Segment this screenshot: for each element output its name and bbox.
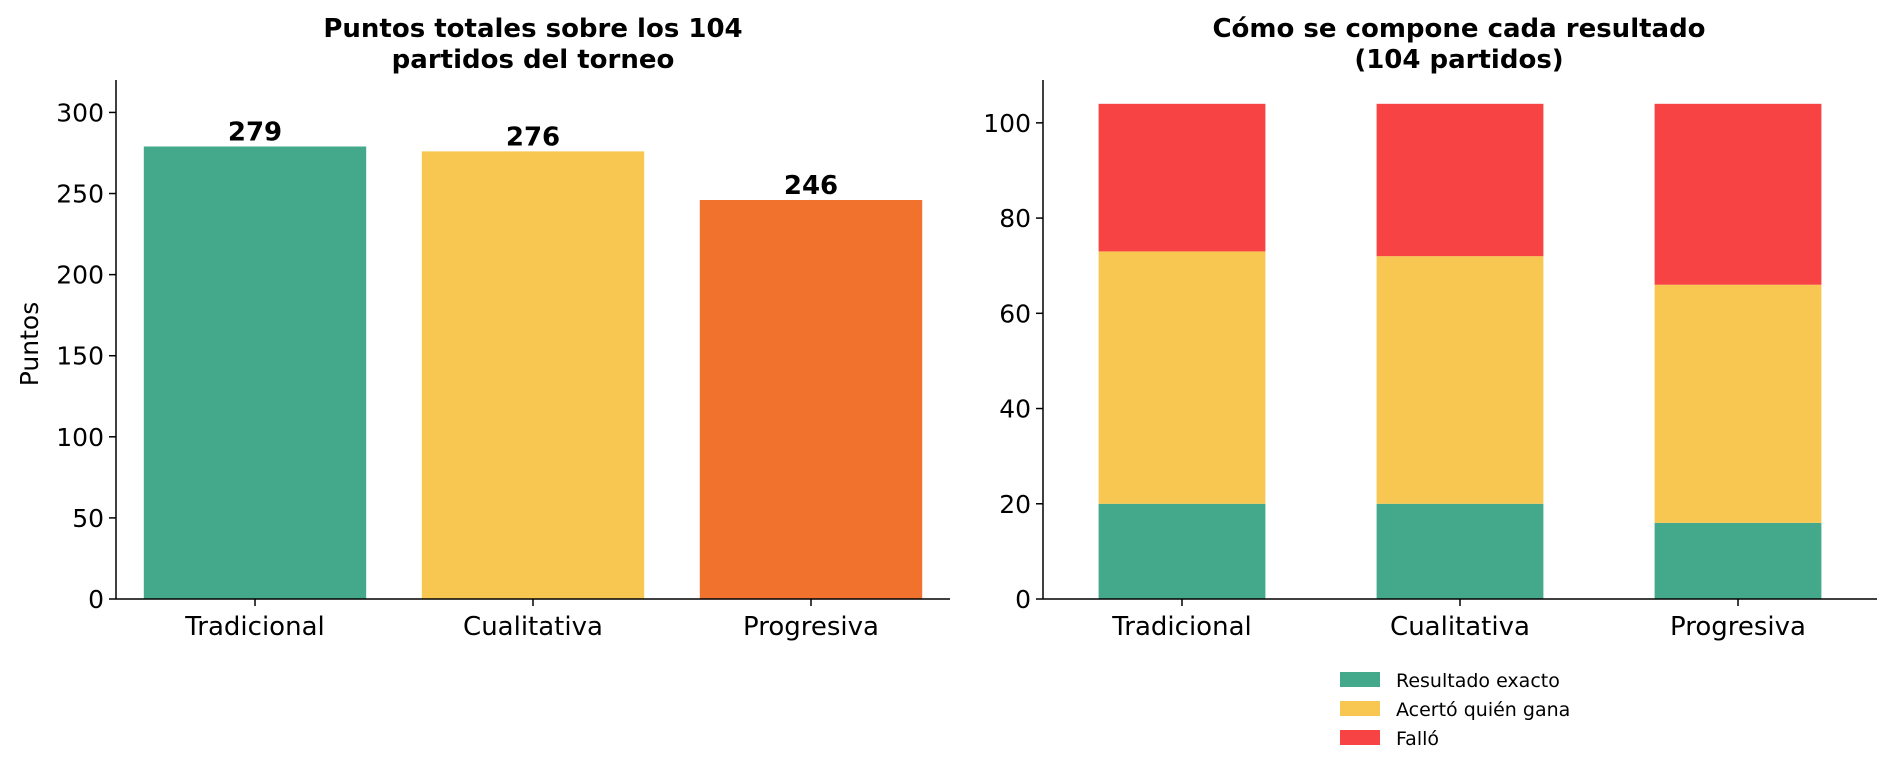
y-tick-label: 50: [72, 504, 104, 533]
y-tick-label: 80: [999, 204, 1031, 233]
right-chart-title-line-1: Cómo se compone cada resultado: [1212, 14, 1705, 44]
left-chart: Puntos totales sobre los 104 partidos de…: [15, 14, 950, 642]
stacked-bar-cualitativa-series-2: [1376, 103, 1544, 257]
y-tick-label: 0: [88, 585, 104, 614]
y-tick-label: 150: [56, 342, 104, 371]
left-y-tick-labels: 0 50 100 150 200 250 300: [56, 98, 104, 614]
stacked-bar-progresiva-series-1: [1654, 284, 1822, 523]
legend-label: Falló: [1396, 728, 1439, 750]
y-tick-label: 20: [999, 490, 1031, 519]
bar-value-label: 276: [506, 122, 560, 152]
legend-swatch: [1340, 730, 1380, 745]
right-axes: [1036, 80, 1877, 606]
stacked-bar-cualitativa-series-1: [1376, 256, 1544, 504]
right-chart-title-line-2: (104 partidos): [1354, 45, 1563, 75]
left-chart-title-line-2: partidos del torneo: [392, 45, 675, 75]
right-x-tick-labels: Tradicional Cualitativa Progresiva: [1111, 612, 1806, 642]
bar-value-label: 246: [784, 171, 838, 201]
y-tick-label: 60: [999, 299, 1031, 328]
left-axes: [109, 80, 950, 606]
bar-tradicional: [143, 146, 367, 599]
legend-swatch: [1340, 672, 1380, 687]
right-bars: [1098, 103, 1822, 599]
x-tick-label: Tradicional: [184, 612, 324, 642]
x-tick-label: Tradicional: [1111, 612, 1251, 642]
left-chart-title-line-1: Puntos totales sobre los 104: [323, 14, 742, 44]
y-tick-label: 100: [983, 109, 1031, 138]
bar-value-label: 279: [228, 117, 282, 147]
y-tick-label: 40: [999, 395, 1031, 424]
y-tick-label: 250: [56, 180, 104, 209]
legend: Resultado exacto Acertó quién gana Falló: [1340, 670, 1570, 750]
stacked-bar-progresiva-series-0: [1654, 522, 1822, 599]
y-tick-label: 100: [56, 423, 104, 452]
left-x-tick-labels: Tradicional Cualitativa Progresiva: [184, 612, 879, 642]
legend-label: Resultado exacto: [1396, 670, 1560, 692]
bar-progresiva: [699, 200, 923, 600]
left-y-axis-label: Puntos: [15, 302, 44, 386]
legend-label: Acertó quién gana: [1396, 699, 1570, 721]
x-tick-label: Cualitativa: [1390, 612, 1530, 642]
y-tick-label: 0: [1015, 585, 1031, 614]
right-y-tick-labels: 0 20 40 60 80 100: [983, 109, 1031, 614]
x-tick-label: Progresiva: [743, 612, 879, 642]
x-tick-label: Cualitativa: [463, 612, 603, 642]
stacked-bar-tradicional-series-1: [1098, 251, 1266, 504]
stacked-bar-tradicional-series-2: [1098, 103, 1266, 252]
x-tick-label: Progresiva: [1670, 612, 1806, 642]
y-tick-label: 300: [56, 98, 104, 127]
stacked-bar-cualitativa-series-0: [1376, 503, 1544, 599]
bar-cualitativa: [421, 151, 645, 600]
left-bars: 279 276 246: [143, 117, 923, 600]
stacked-bar-tradicional-series-0: [1098, 503, 1266, 599]
legend-swatch: [1340, 701, 1380, 716]
stacked-bar-progresiva-series-2: [1654, 103, 1822, 285]
y-tick-label: 200: [56, 261, 104, 290]
right-chart: Cómo se compone cada resultado (104 part…: [983, 14, 1877, 642]
